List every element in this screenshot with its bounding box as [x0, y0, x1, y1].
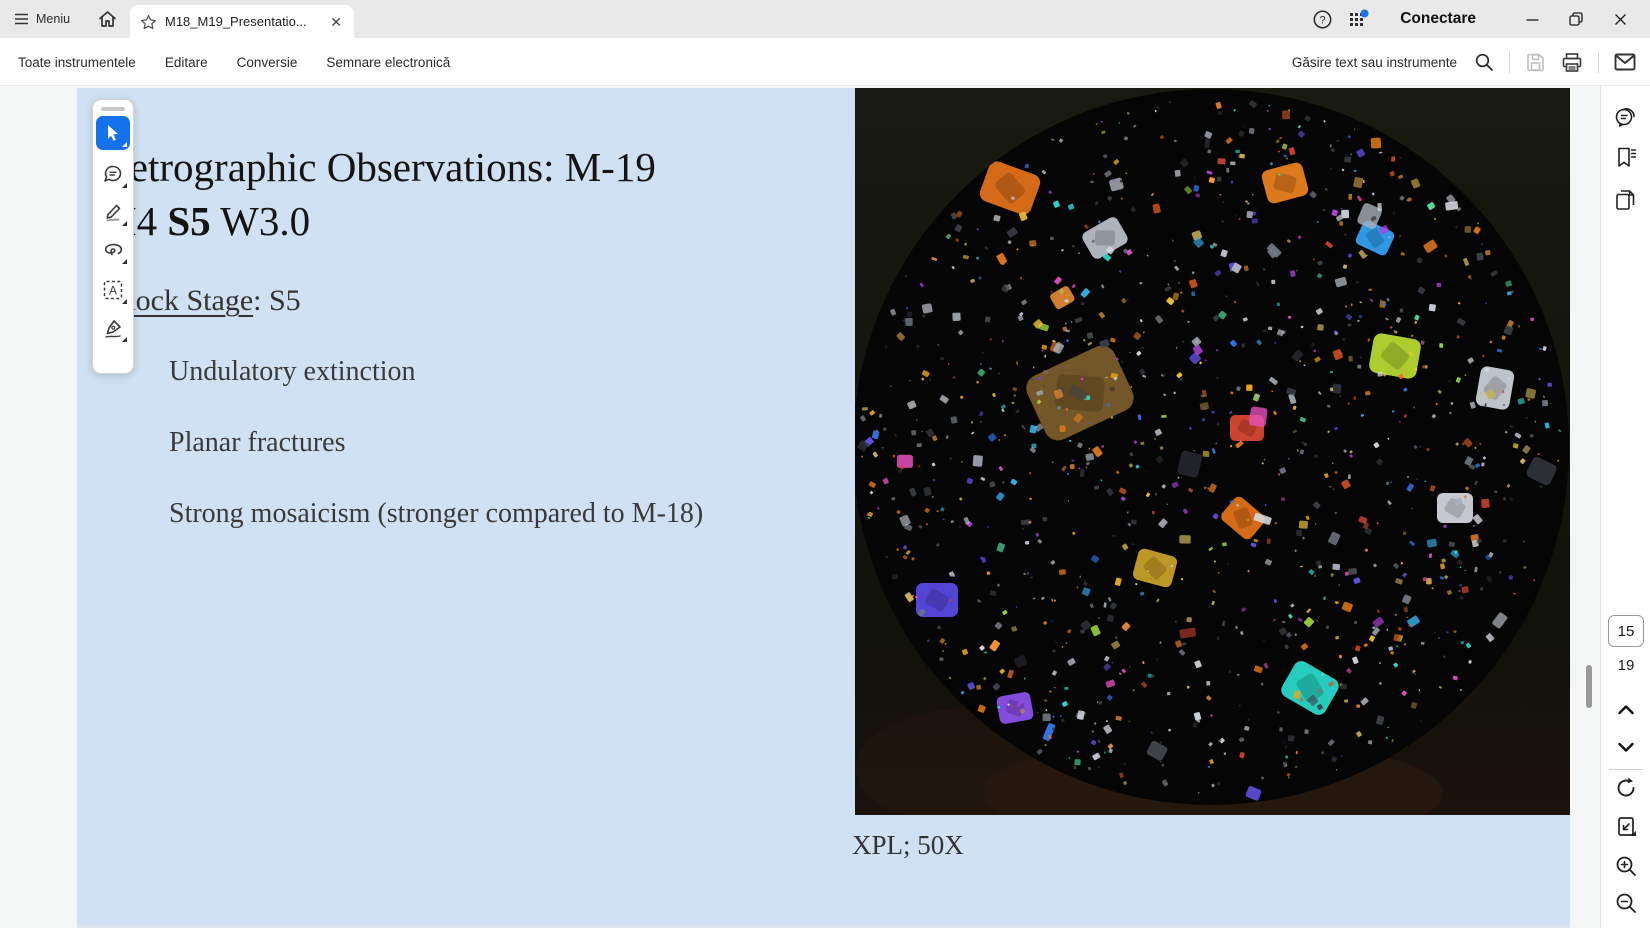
menu-button[interactable]: Meniu [14, 0, 70, 38]
close-window-button[interactable] [1598, 0, 1642, 38]
notification-dot [1360, 9, 1369, 18]
tool-sign[interactable] [96, 311, 130, 345]
toolbar-divider [1598, 51, 1599, 73]
left-toolbar: A [92, 99, 134, 374]
hamburger-icon [15, 13, 28, 25]
toolbar-right: Găsire text sau instrumente [1292, 38, 1636, 86]
minimize-button[interactable] [1510, 0, 1554, 38]
text-select-icon: A [103, 280, 123, 300]
cursor-icon [108, 125, 118, 141]
home-icon [99, 11, 116, 27]
close-window-icon [1614, 13, 1626, 25]
page-number-input[interactable] [1608, 615, 1644, 647]
chevron-up-icon [1618, 705, 1634, 715]
slide-title-line2-post: W3.0 [210, 198, 311, 244]
toolbar-menu: Toate instrumentele Editare Conversie Se… [18, 38, 450, 86]
restore-icon [1569, 12, 1583, 26]
bullet-line: Planar fractures [169, 427, 346, 458]
bookmarks-panel-button[interactable] [1610, 141, 1642, 173]
right-rail: 19 [1600, 86, 1650, 928]
search-icon[interactable] [1474, 52, 1494, 72]
mail-icon[interactable] [1614, 53, 1636, 71]
zoom-in-icon [1616, 856, 1636, 876]
tool-text-select[interactable]: A [96, 273, 130, 307]
slide-page: Petrographic Observations: M-19 H4 S5 W3… [77, 88, 1570, 925]
favorite-star-icon[interactable] [140, 14, 157, 30]
scrollbar-thumb[interactable] [1586, 665, 1592, 708]
comment-icon [104, 165, 122, 182]
slide-title-line2-bold: S5 [167, 198, 211, 244]
rail-divider [1609, 769, 1643, 770]
zoom-out-button[interactable] [1610, 887, 1642, 919]
submenu-corner-icon [122, 337, 127, 342]
svg-text:?: ? [1319, 14, 1325, 26]
titlebar: Meniu M18_M19_Presentatio... ✕ ? [0, 0, 1650, 38]
page-gap [77, 925, 1570, 928]
fit-page-icon [1618, 817, 1636, 836]
submenu-corner-icon [122, 221, 127, 226]
signin-button[interactable]: Conectare [1400, 10, 1476, 27]
rotate-view-button[interactable] [1610, 772, 1642, 804]
page-total: 19 [1617, 657, 1635, 674]
titlebar-right: ? Conectare [1304, 0, 1650, 38]
print-icon[interactable] [1561, 52, 1583, 73]
toolbar-item-all-tools[interactable]: Toate instrumentele [18, 54, 136, 70]
pages-icon [1616, 190, 1635, 210]
menu-label: Meniu [36, 12, 71, 26]
submenu-corner-icon [122, 142, 127, 147]
svg-text:A: A [109, 284, 117, 298]
pen-icon [106, 204, 121, 222]
tool-select[interactable] [96, 116, 130, 150]
bullet-line: Strong mosaicism (stronger compared to M… [169, 498, 704, 529]
next-page-button[interactable] [1610, 731, 1642, 763]
tab-title: M18_M19_Presentatio... [165, 14, 307, 29]
thumbnails-panel-button[interactable] [1610, 184, 1642, 216]
zoom-out-icon [1616, 893, 1636, 913]
sign-icon [105, 320, 121, 338]
comments-panel-button[interactable] [1610, 100, 1642, 132]
micrograph-image [855, 88, 1570, 815]
fit-page-button[interactable] [1610, 811, 1642, 843]
toolbar-item-convert[interactable]: Conversie [236, 54, 298, 70]
toolbar: Toate instrumentele Editare Conversie Se… [0, 38, 1650, 86]
submenu-corner-icon [122, 183, 127, 188]
rotate-icon [1617, 777, 1635, 797]
slide-title: Petrographic Observations: M-19 H4 S5 W3… [107, 140, 656, 248]
toolbar-item-edit[interactable]: Editare [164, 54, 208, 70]
chevron-down-icon [1618, 742, 1634, 752]
drag-handle[interactable] [101, 107, 125, 111]
bookmarks-icon [1618, 147, 1637, 167]
search-label[interactable]: Găsire text sau instrumente [1291, 54, 1457, 70]
micrograph-svg [855, 88, 1570, 815]
toolbar-item-esign[interactable]: Semnare electronică [326, 54, 451, 70]
apps-grid-icon [1350, 9, 1369, 26]
prev-page-button[interactable] [1610, 694, 1642, 726]
bullet-line: Undulatory extinction [169, 356, 416, 387]
home-button[interactable] [98, 0, 117, 38]
submenu-corner-icon [122, 299, 127, 304]
comments-icon [1615, 108, 1635, 127]
lasso-icon [104, 243, 123, 256]
submenu-corner-icon [122, 259, 127, 264]
tool-draw[interactable] [96, 195, 130, 229]
tool-comment[interactable] [96, 157, 130, 191]
zoom-in-button[interactable] [1610, 850, 1642, 882]
tab-close-button[interactable]: ✕ [330, 13, 342, 30]
slide-title-line1: Petrographic Observations: M-19 [107, 144, 656, 190]
micrograph-caption: XPL; 50X [852, 830, 964, 860]
toolbar-divider [1509, 51, 1510, 73]
document-canvas[interactable]: Petrographic Observations: M-19 H4 S5 W3… [0, 86, 1600, 928]
shock-stage-value: : S5 [253, 284, 301, 317]
maximize-button[interactable] [1554, 0, 1598, 38]
tool-lasso[interactable] [96, 233, 130, 267]
help-button[interactable]: ? [1304, 0, 1340, 38]
document-tab[interactable]: M18_M19_Presentatio... ✕ [130, 5, 354, 38]
save-icon[interactable] [1525, 52, 1546, 73]
help-icon: ? [1313, 10, 1332, 28]
minimize-icon [1526, 18, 1538, 21]
apps-button[interactable] [1340, 0, 1378, 38]
